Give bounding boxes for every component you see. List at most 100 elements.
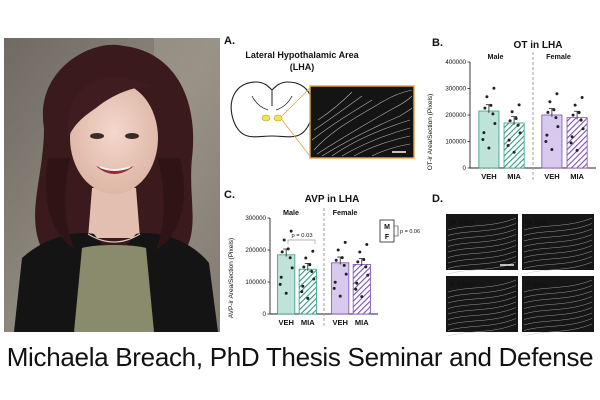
fiber-strand [523, 301, 593, 315]
group-label-female: Female [546, 52, 571, 61]
data-point [577, 111, 581, 115]
data-point [334, 258, 338, 262]
data-point [571, 113, 575, 117]
data-point [362, 257, 366, 261]
data-point [286, 247, 290, 251]
fiber-strand [523, 279, 593, 293]
data-point [485, 95, 489, 99]
y-tick-label: 0 [463, 165, 467, 172]
y-tick-label: 100000 [245, 279, 266, 286]
micrograph-tile-f-veh: F VEH [446, 276, 518, 337]
fiber-strand [523, 245, 593, 258]
data-point [336, 248, 340, 252]
seminar-caption: Michaela Breach, PhD Thesis Seminar and … [6, 342, 594, 372]
data-point [550, 147, 554, 151]
data-point [507, 138, 511, 142]
x-label-mia: MIA [507, 172, 521, 181]
chart-c-title: AVP in LHA [305, 194, 360, 205]
x-label-mia: MIA [301, 318, 315, 327]
data-point [492, 86, 496, 90]
significance-bracket [287, 239, 316, 244]
fiber-strand [447, 239, 517, 253]
data-point [512, 150, 516, 154]
y-tick-label: 200000 [445, 112, 466, 119]
data-point [510, 110, 514, 114]
panel-a: A. Lateral Hypothalamic Area (LHA) [224, 35, 415, 159]
fiber-strand [447, 250, 517, 264]
data-point [310, 269, 314, 273]
chart-c-ylabel: AVP-ir Area/Section (Pixels) [228, 238, 235, 318]
data-point [366, 273, 370, 277]
annotation-p-006: p = 0.06 [400, 229, 420, 235]
y-tick-label: 300000 [445, 86, 466, 93]
data-point [570, 135, 574, 139]
data-point [487, 146, 491, 150]
data-point [481, 138, 485, 142]
panel-c: C. AVP in LHA AVP-ir Area/Section (Pixel… [224, 189, 420, 328]
panel-d-grid: M VEH M MIA F VEH F MIA [446, 214, 594, 337]
fiber-strand [523, 296, 593, 309]
fiber-strand [447, 223, 517, 236]
fiber-strand [447, 312, 517, 326]
data-point [482, 131, 486, 135]
y-tick-label: 100000 [445, 139, 466, 146]
data-point [493, 122, 497, 126]
panel-c-letter: C. [224, 189, 235, 201]
fiber-strand [447, 217, 517, 231]
x-label-veh: VEH [332, 318, 347, 327]
group-label-female: Female [333, 208, 358, 217]
micrograph-tile-label: M VEH [450, 218, 474, 227]
data-point [545, 133, 549, 137]
data-point [354, 287, 358, 291]
data-point [332, 286, 336, 290]
fiber-strand [447, 285, 517, 298]
data-point [343, 240, 347, 244]
fiber-strand [523, 318, 593, 331]
x-label-veh: VEH [278, 318, 293, 327]
data-point [579, 118, 583, 122]
data-point [280, 250, 284, 254]
micrograph-tile-label: F MIA [526, 280, 547, 289]
data-point [304, 256, 308, 260]
chart-b-plot: 400000 300000 200000 100000 0 Male VEH MIA Femal… [445, 52, 596, 182]
micrograph-tile-m-veh: M VEH [446, 214, 518, 275]
data-point [358, 250, 362, 254]
data-point [516, 123, 520, 127]
data-point [514, 116, 518, 120]
data-point [288, 256, 292, 260]
group-label-male: Male [283, 208, 299, 217]
data-point [518, 131, 522, 135]
data-point [581, 127, 585, 131]
fiber-strand [447, 296, 517, 309]
data-point [506, 143, 510, 147]
chart-c-plot: 300000 200000 100000 0 Male VEH MIA Female VEH MI… [245, 208, 378, 328]
data-point [552, 108, 556, 112]
fiber-strand [447, 323, 517, 337]
data-point [342, 263, 346, 267]
data-point [554, 116, 558, 120]
x-label-veh: VEH [544, 172, 559, 181]
fiber-strand [447, 318, 517, 331]
fiber-strand [523, 285, 593, 298]
data-point [489, 103, 493, 107]
x-label-veh: VEH [481, 172, 496, 181]
panel-d-letter: D. [432, 193, 443, 205]
fiber-strand [447, 234, 517, 247]
fiber-strand [523, 323, 593, 337]
fiber-strand [447, 290, 517, 304]
panel-a-title-line2: (LHA) [290, 62, 315, 72]
data-point [356, 260, 360, 264]
fiber-strand [447, 279, 517, 293]
panel-d: D. M VEH M MIA F VEH F MIA [432, 193, 594, 337]
micrograph-tile-f-mia: F MIA [522, 276, 594, 337]
chart-b-ylabel: OT-ir Area/Section (Pixels) [427, 94, 434, 171]
data-point [508, 119, 512, 123]
fiber-strand [523, 239, 593, 253]
fiber-strand [447, 307, 517, 320]
data-point [278, 282, 282, 286]
y-tick-label: 400000 [445, 59, 466, 66]
data-point [360, 295, 364, 299]
data-point [556, 125, 560, 129]
data-point [333, 280, 337, 284]
data-point [308, 263, 312, 267]
